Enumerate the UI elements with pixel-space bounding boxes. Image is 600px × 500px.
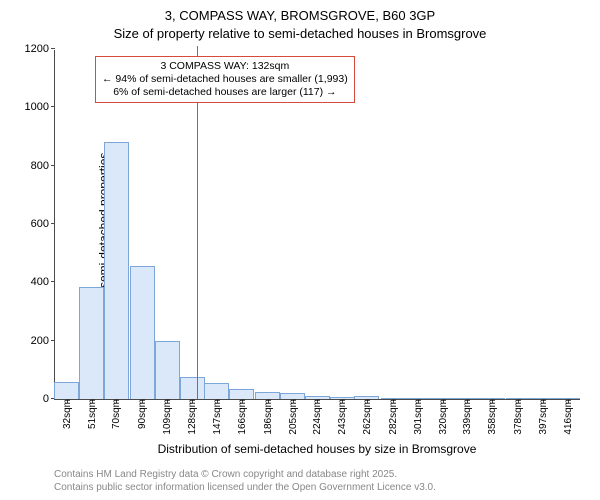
plot-area: 02004006008001000120032sqm51sqm70sqm90sq… bbox=[54, 50, 580, 400]
y-tick-label: 1000 bbox=[25, 101, 55, 113]
y-tick-mark bbox=[51, 340, 55, 341]
histogram-bar bbox=[54, 382, 79, 400]
histogram-bar bbox=[330, 397, 355, 399]
chart-container: 3, COMPASS WAY, BROMSGROVE, B60 3GP Size… bbox=[0, 0, 600, 500]
x-tick-label: 128sqm bbox=[187, 399, 198, 439]
x-tick-label: 166sqm bbox=[237, 399, 248, 439]
x-tick-label: 320sqm bbox=[438, 399, 449, 439]
histogram-bar bbox=[280, 393, 305, 399]
y-tick-mark bbox=[51, 48, 55, 49]
y-tick-label: 0 bbox=[43, 393, 55, 405]
x-tick-label: 224sqm bbox=[312, 399, 323, 439]
x-tick-label: 32sqm bbox=[62, 399, 73, 433]
y-tick-mark bbox=[51, 281, 55, 282]
annotation-line-1: 3 COMPASS WAY: 132sqm bbox=[102, 60, 348, 73]
histogram-bar bbox=[455, 398, 480, 399]
y-tick-mark bbox=[51, 165, 55, 166]
histogram-bar bbox=[555, 398, 580, 399]
histogram-bar bbox=[79, 287, 104, 399]
histogram-bar bbox=[180, 377, 205, 399]
histogram-bar bbox=[130, 266, 155, 399]
x-tick-label: 147sqm bbox=[212, 399, 223, 439]
histogram-bar bbox=[430, 398, 455, 399]
footer-attribution: Contains HM Land Registry data © Crown c… bbox=[54, 468, 436, 494]
histogram-bar bbox=[354, 396, 379, 399]
annotation-line-2: ← 94% of semi-detached houses are smalle… bbox=[102, 73, 348, 86]
histogram-bar bbox=[104, 142, 129, 399]
histogram-bar bbox=[204, 383, 229, 399]
x-tick-label: 358sqm bbox=[487, 399, 498, 439]
histogram-bar bbox=[155, 341, 180, 399]
footer-line-2: Contains public sector information licen… bbox=[54, 481, 436, 494]
footer-line-1: Contains HM Land Registry data © Crown c… bbox=[54, 468, 436, 481]
y-tick-label: 400 bbox=[31, 276, 55, 288]
y-tick-label: 800 bbox=[31, 160, 55, 172]
x-tick-label: 301sqm bbox=[413, 399, 424, 439]
x-tick-label: 397sqm bbox=[538, 399, 549, 439]
x-tick-label: 339sqm bbox=[462, 399, 473, 439]
x-tick-label: 90sqm bbox=[137, 399, 148, 433]
chart-title-sub: Size of property relative to semi-detach… bbox=[0, 26, 600, 41]
y-tick-label: 1200 bbox=[25, 43, 55, 55]
annotation-box: 3 COMPASS WAY: 132sqm ← 94% of semi-deta… bbox=[95, 56, 355, 103]
x-tick-label: 282sqm bbox=[388, 399, 399, 439]
annotation-line-3: 6% of semi-detached houses are larger (1… bbox=[102, 86, 348, 99]
y-tick-label: 200 bbox=[31, 335, 55, 347]
histogram-bar bbox=[305, 396, 330, 399]
x-tick-label: 243sqm bbox=[337, 399, 348, 439]
x-tick-label: 186sqm bbox=[263, 399, 274, 439]
y-tick-mark bbox=[51, 223, 55, 224]
histogram-bar bbox=[480, 398, 505, 399]
chart-title-main: 3, COMPASS WAY, BROMSGROVE, B60 3GP bbox=[0, 8, 600, 23]
x-tick-label: 416sqm bbox=[563, 399, 574, 439]
histogram-bar bbox=[531, 398, 556, 399]
histogram-bar bbox=[381, 398, 406, 399]
x-tick-label: 205sqm bbox=[288, 399, 299, 439]
x-tick-label: 70sqm bbox=[111, 399, 122, 433]
x-tick-label: 109sqm bbox=[162, 399, 173, 439]
histogram-bar bbox=[229, 389, 254, 399]
histogram-bar bbox=[405, 398, 430, 399]
x-tick-label: 51sqm bbox=[87, 399, 98, 433]
y-tick-label: 600 bbox=[31, 218, 55, 230]
histogram-bar bbox=[506, 398, 531, 399]
x-tick-label: 262sqm bbox=[362, 399, 373, 439]
x-tick-label: 378sqm bbox=[513, 399, 524, 439]
y-tick-mark bbox=[51, 106, 55, 107]
histogram-bar bbox=[255, 392, 280, 399]
x-axis-label: Distribution of semi-detached houses by … bbox=[54, 442, 580, 456]
